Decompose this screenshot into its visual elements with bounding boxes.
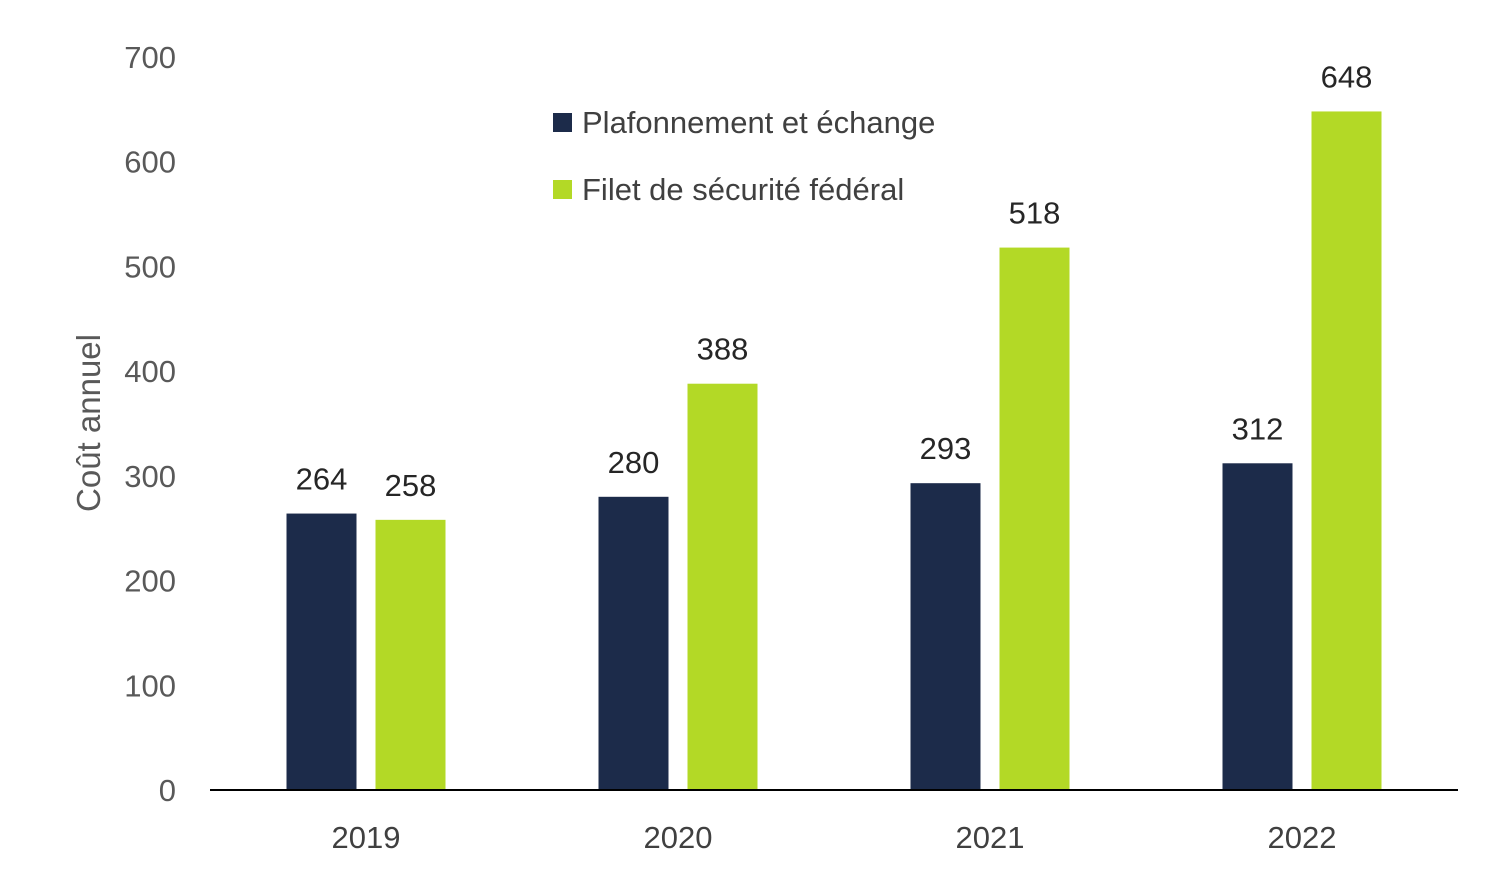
y-tick-label: 600 bbox=[124, 145, 176, 180]
data-label-2020-series-0: 280 bbox=[608, 445, 660, 480]
bar-2022-series-0 bbox=[1222, 463, 1293, 790]
bars bbox=[286, 111, 1382, 791]
bar-2021-series-1 bbox=[999, 247, 1070, 790]
bar-2020-series-1 bbox=[687, 383, 758, 790]
bar-2020-series-0 bbox=[598, 496, 669, 790]
data-label-2021-series-1: 518 bbox=[1009, 196, 1061, 231]
bar-2022-series-1 bbox=[1311, 111, 1382, 791]
y-tick-label: 700 bbox=[124, 40, 176, 75]
x-axis-labels: 2019 2020 2021 2022 bbox=[332, 820, 1337, 855]
data-label-2020-series-1: 388 bbox=[697, 332, 749, 367]
data-label-2019-series-1: 258 bbox=[385, 468, 437, 503]
bar-2019-series-0 bbox=[286, 513, 357, 790]
y-tick-label: 100 bbox=[124, 668, 176, 703]
data-labels: 264 258 280 388 293 518 312 648 bbox=[296, 59, 1373, 502]
legend-item-federal-backstop: Filet de sécurité fédéral bbox=[553, 172, 904, 207]
bar-2019-series-1 bbox=[375, 519, 446, 790]
y-axis-title: Coût annuel bbox=[70, 334, 107, 512]
y-tick-label: 500 bbox=[124, 249, 176, 284]
data-label-2019-series-0: 264 bbox=[296, 462, 348, 497]
legend-item-cap-and-trade: Plafonnement et échange bbox=[553, 105, 935, 140]
x-tick-label: 2022 bbox=[1268, 820, 1337, 855]
legend-swatch-cap-and-trade bbox=[553, 113, 572, 132]
y-tick-label: 300 bbox=[124, 459, 176, 494]
data-label-2022-series-1: 648 bbox=[1321, 59, 1373, 94]
legend-label-federal-backstop: Filet de sécurité fédéral bbox=[582, 172, 904, 207]
legend-swatch-federal-backstop bbox=[553, 180, 572, 199]
data-label-2022-series-0: 312 bbox=[1232, 411, 1284, 446]
y-axis-ticks: 0 100 200 300 400 500 600 700 bbox=[124, 40, 176, 808]
legend: Plafonnement et échange Filet de sécurit… bbox=[553, 105, 935, 207]
x-tick-label: 2021 bbox=[956, 820, 1025, 855]
y-tick-label: 400 bbox=[124, 354, 176, 389]
x-tick-label: 2019 bbox=[332, 820, 401, 855]
legend-label-cap-and-trade: Plafonnement et échange bbox=[582, 105, 935, 140]
y-tick-label: 0 bbox=[159, 773, 176, 808]
x-tick-label: 2020 bbox=[644, 820, 713, 855]
bar-2021-series-0 bbox=[910, 483, 981, 790]
data-label-2021-series-0: 293 bbox=[920, 431, 972, 466]
y-tick-label: 200 bbox=[124, 564, 176, 599]
